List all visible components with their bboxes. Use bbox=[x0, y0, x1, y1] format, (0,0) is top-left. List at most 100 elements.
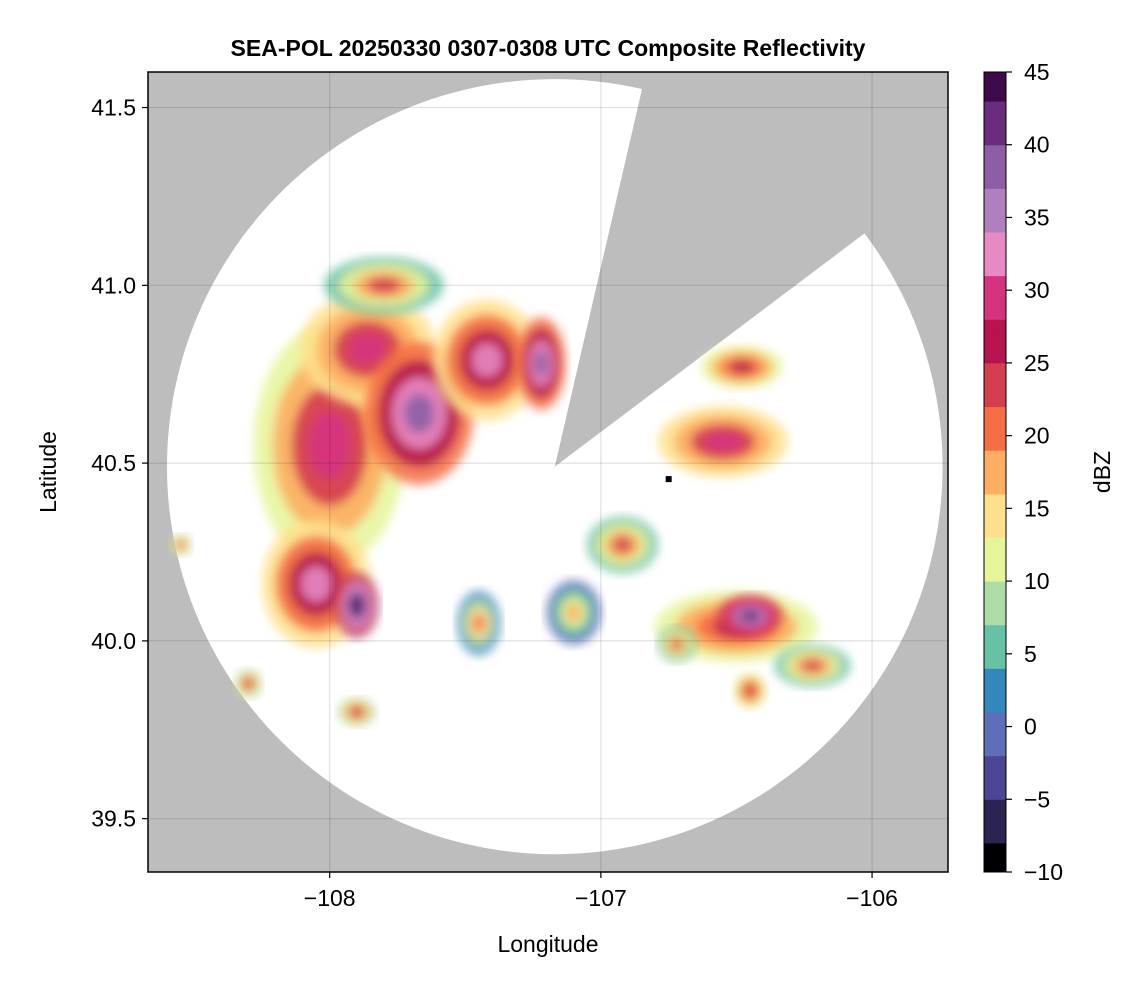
echo-far-southwest-2 bbox=[337, 697, 376, 727]
colorbar-swatch bbox=[984, 72, 1006, 88]
colorbar-swatch bbox=[984, 653, 1006, 669]
colorbar-tick-label: −10 bbox=[1024, 859, 1063, 885]
colorbar-frame bbox=[983, 71, 1007, 873]
colorbar-swatch bbox=[984, 741, 1006, 757]
colorbar-swatch bbox=[984, 159, 1006, 175]
echo-south-scattered-4 bbox=[733, 672, 767, 709]
colorbar-tick-label: 35 bbox=[1024, 204, 1050, 230]
colorbar-swatch bbox=[984, 232, 1006, 248]
colorbar-swatch bbox=[984, 464, 1006, 480]
colorbar-swatch bbox=[984, 348, 1006, 364]
echo-south-scattered-3 bbox=[657, 626, 696, 663]
colorbar-swatch bbox=[984, 435, 1006, 451]
colorbar-swatch bbox=[984, 406, 1006, 422]
echo-northern-core bbox=[516, 317, 566, 410]
colorbar-swatch bbox=[984, 392, 1006, 408]
colorbar-swatch bbox=[984, 770, 1006, 786]
colorbar-swatch bbox=[984, 115, 1006, 131]
colorbar-swatch bbox=[984, 362, 1006, 378]
colorbar: −10 −5 0 5 10 15 20 25 30 35 40 45 dBZ bbox=[983, 59, 1115, 885]
colorbar-swatch bbox=[984, 697, 1006, 713]
colorbar-swatch bbox=[984, 377, 1006, 393]
colorbar-swatch bbox=[984, 566, 1006, 582]
echo-central-cell bbox=[587, 516, 658, 574]
colorbar-swatch bbox=[984, 333, 1006, 349]
colorbar-swatch bbox=[984, 595, 1006, 611]
colorbar-tick-label: 20 bbox=[1024, 423, 1050, 449]
echo-southwest-lobe bbox=[261, 520, 371, 648]
colorbar-swatch bbox=[984, 130, 1006, 146]
colorbar-swatch bbox=[984, 144, 1006, 160]
x-axis-label: Longitude bbox=[497, 931, 598, 957]
colorbar-tick-label: 40 bbox=[1024, 132, 1050, 158]
y-tick-label: 39.5 bbox=[91, 806, 136, 832]
colorbar-swatch bbox=[984, 784, 1006, 800]
colorbar-swatch bbox=[984, 101, 1006, 117]
colorbar-tick-label: −5 bbox=[1024, 786, 1050, 812]
colorbar-swatches bbox=[984, 72, 1006, 873]
colorbar-swatch bbox=[984, 261, 1006, 277]
colorbar-swatch bbox=[984, 610, 1006, 626]
colorbar-swatch bbox=[984, 173, 1006, 189]
colorbar-swatch bbox=[984, 668, 1006, 684]
echo-east-cell bbox=[657, 406, 789, 478]
colorbar-swatch bbox=[984, 522, 1006, 538]
y-tick-label: 41.0 bbox=[91, 272, 136, 298]
colorbar-ticks: −10 −5 0 5 10 15 20 25 30 35 40 45 bbox=[1006, 59, 1063, 885]
colorbar-swatch bbox=[984, 188, 1006, 204]
radar-site-marker bbox=[665, 476, 672, 483]
colorbar-swatch bbox=[984, 726, 1006, 742]
y-axis-ticks: 39.5 40.0 40.5 41.0 41.5 bbox=[91, 95, 148, 832]
colorbar-tick-label: 15 bbox=[1024, 495, 1050, 521]
echo-northwest-fringe bbox=[324, 256, 444, 314]
colorbar-swatch bbox=[984, 799, 1006, 815]
colorbar-swatch bbox=[984, 479, 1006, 495]
colorbar-swatch bbox=[984, 624, 1006, 640]
echo-south-scattered-2 bbox=[457, 591, 501, 656]
grid-lines bbox=[148, 72, 948, 872]
colorbar-swatch bbox=[984, 217, 1006, 233]
x-tick-label: −108 bbox=[304, 885, 356, 911]
echo-far-southwest-1 bbox=[234, 669, 262, 698]
colorbar-swatch bbox=[984, 246, 1006, 262]
echo-east-cell-north bbox=[701, 345, 783, 389]
colorbar-label: dBZ bbox=[1089, 451, 1115, 493]
plot-area bbox=[148, 72, 948, 872]
colorbar-swatch bbox=[984, 712, 1006, 728]
colorbar-swatch bbox=[984, 304, 1006, 320]
echo-northern-fingers bbox=[432, 299, 542, 421]
echo-south-scattered-1 bbox=[546, 580, 601, 645]
colorbar-swatch bbox=[984, 682, 1006, 698]
colorbar-tick-label: 30 bbox=[1024, 277, 1050, 303]
echo-southeast-tail bbox=[774, 644, 851, 688]
colorbar-swatch bbox=[984, 202, 1006, 218]
colorbar-tick-label: 45 bbox=[1024, 59, 1050, 85]
echo-southwest-core bbox=[335, 573, 379, 638]
colorbar-swatch bbox=[984, 290, 1006, 306]
echo-southeast-core bbox=[717, 594, 783, 638]
echo-layer bbox=[169, 256, 851, 727]
colorbar-swatch bbox=[984, 421, 1006, 437]
y-tick-label: 41.5 bbox=[91, 95, 136, 121]
y-axis-label: Latitude bbox=[35, 431, 61, 513]
colorbar-swatch bbox=[984, 813, 1006, 829]
colorbar-tick-label: 0 bbox=[1024, 714, 1037, 740]
y-tick-label: 40.5 bbox=[91, 450, 136, 476]
colorbar-swatch bbox=[984, 842, 1006, 858]
colorbar-swatch bbox=[984, 639, 1006, 655]
colorbar-tick-label: 5 bbox=[1024, 641, 1037, 667]
colorbar-swatch bbox=[984, 552, 1006, 568]
colorbar-swatch bbox=[984, 508, 1006, 524]
x-tick-label: −107 bbox=[575, 885, 627, 911]
colorbar-swatch bbox=[984, 581, 1006, 597]
y-tick-label: 40.0 bbox=[91, 628, 136, 654]
x-axis-ticks: −108 −107 −106 bbox=[304, 872, 898, 911]
colorbar-swatch bbox=[984, 319, 1006, 335]
colorbar-tick-label: 10 bbox=[1024, 568, 1050, 594]
colorbar-swatch bbox=[984, 828, 1006, 844]
colorbar-swatch bbox=[984, 275, 1006, 291]
colorbar-swatch bbox=[984, 493, 1006, 509]
colorbar-swatch bbox=[984, 450, 1006, 466]
plot-frame bbox=[147, 71, 949, 873]
